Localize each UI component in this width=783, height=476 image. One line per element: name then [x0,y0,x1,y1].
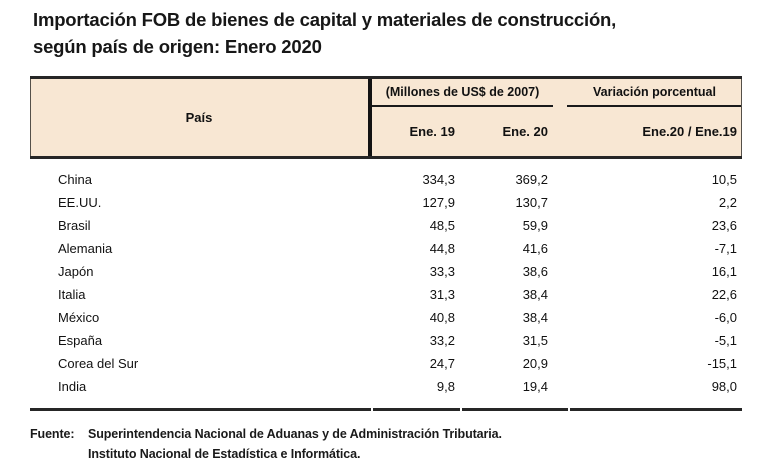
ene19-cell: 44,8 [429,241,455,256]
ene19-cell: 31,3 [429,287,455,302]
country-cell: India [58,379,87,394]
table-row: Alemania 44,8 41,6 -7,1 [30,237,742,260]
variacion-cell: 10,5 [711,172,737,187]
variacion-cell: -6,0 [714,310,737,325]
variacion-cell: -5,1 [714,333,737,348]
variacion-cell: 16,1 [711,264,737,279]
table-row: Corea del Sur 24,7 20,9 -15,1 [30,352,742,375]
page-title: Importación FOB de bienes de capital y m… [33,6,733,60]
ene19-cell: 40,8 [429,310,455,325]
table-row: India 9,8 19,4 98,0 [30,375,742,398]
ene20-cell: 38,6 [522,264,548,279]
country-cell: España [58,333,103,348]
table-row: México 40,8 38,4 -6,0 [30,306,742,329]
table-row: Japón 33,3 38,6 16,1 [30,260,742,283]
table-row: China 334,3 369,2 10,5 [30,168,742,191]
country-cell: Corea del Sur [58,356,139,371]
ene19-cell: 33,3 [429,264,455,279]
gap-cell [553,306,567,329]
table-row: EE.UU. 127,9 130,7 2,2 [30,191,742,214]
ene19-cell: 127,9 [422,195,455,210]
gap-cell [553,237,567,260]
gap-cell [553,283,567,306]
variacion-cell: 23,6 [711,218,737,233]
country-cell: Italia [58,287,86,302]
header-sub-ene19: Ene. 19 [409,124,455,139]
variacion-cell: -15,1 [707,356,737,371]
variacion-cell: 22,6 [711,287,737,302]
source-label: Fuente: [30,427,75,441]
header-left-edge-line [30,79,31,156]
country-cell: México [58,310,100,325]
rule-segment [30,408,371,411]
ene20-cell: 38,4 [522,287,548,302]
gap-cell [553,329,567,352]
ene19-cell: 24,7 [429,356,455,371]
rule-segment [462,408,568,411]
ene19-cell: 9,8 [436,379,455,394]
table-row: España 33,2 31,5 -5,1 [30,329,742,352]
variacion-cell: -7,1 [714,241,737,256]
country-cell: Alemania [58,241,113,256]
ene20-cell: 41,6 [522,241,548,256]
gap-cell [553,375,567,398]
source-line2: Instituto Nacional de Estadística e Info… [88,447,361,461]
rule-segment [373,408,460,411]
source-line1: Superintendencia Nacional de Aduanas y d… [88,427,502,441]
table-body: China 334,3 369,2 10,5 EE.UU. 127,9 130,… [30,159,742,408]
ene20-cell: 59,9 [522,218,548,233]
country-cell: Brasil [58,218,91,233]
header-sub-ene20: Ene. 20 [502,124,548,139]
header-group-millones: (Millones de US$ de 2007) [372,79,553,107]
variacion-cell: 98,0 [711,379,737,394]
header-sub-variacion: Ene.20 / Ene.19 [642,124,737,139]
country-cell: China [58,172,92,187]
gap-cell [553,214,567,237]
country-cell: Japón [58,264,94,279]
table-header: País (Millones de US$ de 2007) Variación… [30,76,742,159]
country-cell: EE.UU. [58,195,102,210]
ene19-cell: 334,3 [422,172,455,187]
ene20-cell: 19,4 [522,379,548,394]
gap-cell [553,168,567,191]
page-title-line2: según país de origen: Enero 2020 [33,36,322,57]
import-fob-table: País (Millones de US$ de 2007) Variación… [30,76,742,411]
table-row: Brasil 48,5 59,9 23,6 [30,214,742,237]
header-pais: País [30,79,372,156]
ene20-cell: 130,7 [515,195,548,210]
header-gap [553,79,567,107]
gap-cell [553,260,567,283]
header-gap [553,107,567,156]
ene19-cell: 33,2 [429,333,455,348]
header-right-edge-line [741,79,742,156]
ene20-cell: 38,4 [522,310,548,325]
gap-cell [553,352,567,375]
variacion-cell: 2,2 [718,195,737,210]
ene20-cell: 369,2 [515,172,548,187]
table-row: Italia 31,3 38,4 22,6 [30,283,742,306]
rule-segment [570,408,742,411]
ene20-cell: 20,9 [522,356,548,371]
header-group-variacion: Variación porcentual [567,79,742,107]
table-bottom-rule [30,408,742,411]
source-note: Fuente: Superintendencia Nacional de Adu… [30,424,502,464]
ene19-cell: 48,5 [429,218,455,233]
gap-cell [553,191,567,214]
ene20-cell: 31,5 [522,333,548,348]
page-title-line1: Importación FOB de bienes de capital y m… [33,9,617,30]
